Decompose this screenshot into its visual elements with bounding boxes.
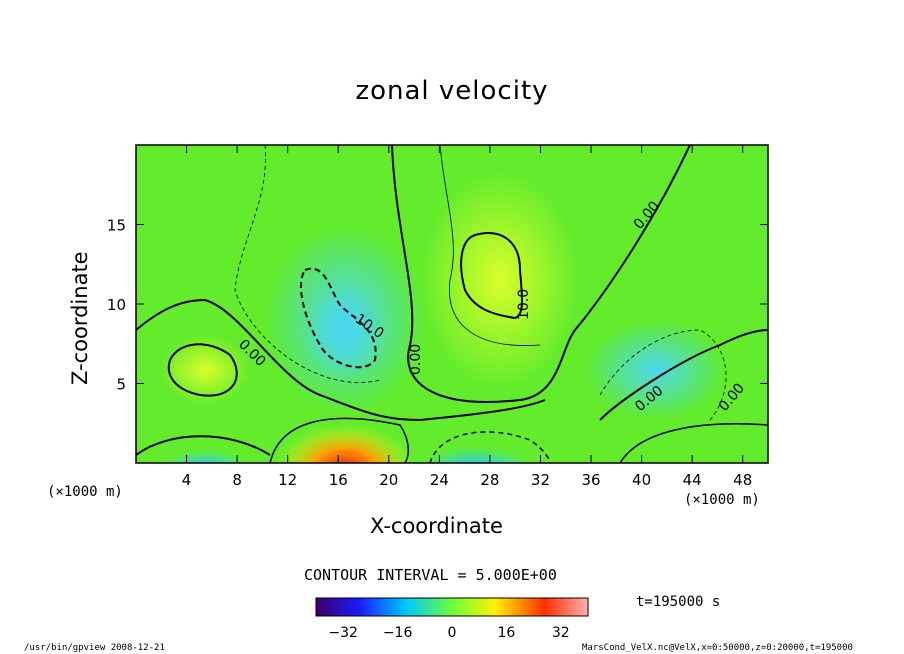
x-tick-label: 28 (480, 471, 499, 489)
x-tick-label: 20 (379, 471, 398, 489)
contour-interval: CONTOUR INTERVAL = 5.000E+00 (304, 566, 557, 584)
x-axis-label: X-coordinate (370, 514, 503, 538)
time-label: t=195000 s (636, 594, 721, 610)
y-tick-label: 10 (107, 296, 126, 314)
y-tick-label: 15 (107, 217, 126, 235)
y-axis: 5 10 15 (107, 217, 768, 394)
colorbar-tick-label: 32 (552, 625, 570, 641)
x-tick-label: 44 (683, 471, 702, 489)
x-tick-label: 4 (182, 471, 192, 489)
footer-left: /usr/bin/gpview 2008-12-21 (24, 643, 165, 653)
x-tick-label: 16 (329, 471, 348, 489)
x-tick-label: 12 (278, 471, 297, 489)
chart-title: zonal velocity (355, 76, 549, 106)
colorbar-tick-label: −16 (383, 625, 413, 641)
x-tick-label: 36 (581, 471, 600, 489)
colorbar-tick-label: −32 (328, 625, 358, 641)
x-tick-label: 24 (430, 471, 449, 489)
colorbar-ticks: −32 −16 0 16 32 (328, 625, 569, 641)
y-axis-label: Z-coordinate (68, 251, 92, 385)
contour-label: 10.0 (516, 289, 532, 320)
colorbar-tick-label: 16 (497, 625, 515, 641)
x-tick-label: 8 (232, 471, 242, 489)
contour-lines (136, 145, 768, 463)
x-unit-left: (×1000 m) (47, 484, 123, 500)
colorbar-tick-label: 0 (448, 625, 457, 641)
x-tick-label: 48 (733, 471, 752, 489)
x-tick-label: 32 (531, 471, 550, 489)
footer-right: MarsCond_VelX.nc@VelX,x=0:50000,z=0:2000… (582, 643, 853, 653)
y-tick-label: 5 (116, 376, 126, 394)
contour-label: 0.00 (408, 344, 424, 375)
x-tick-label: 40 (632, 471, 651, 489)
x-unit-right: (×1000 m) (684, 492, 760, 508)
x-axis: 4 8 12 16 20 24 28 32 36 40 44 48 (182, 145, 752, 489)
colorbar (315, 597, 589, 617)
heatmap-field (136, 145, 768, 463)
